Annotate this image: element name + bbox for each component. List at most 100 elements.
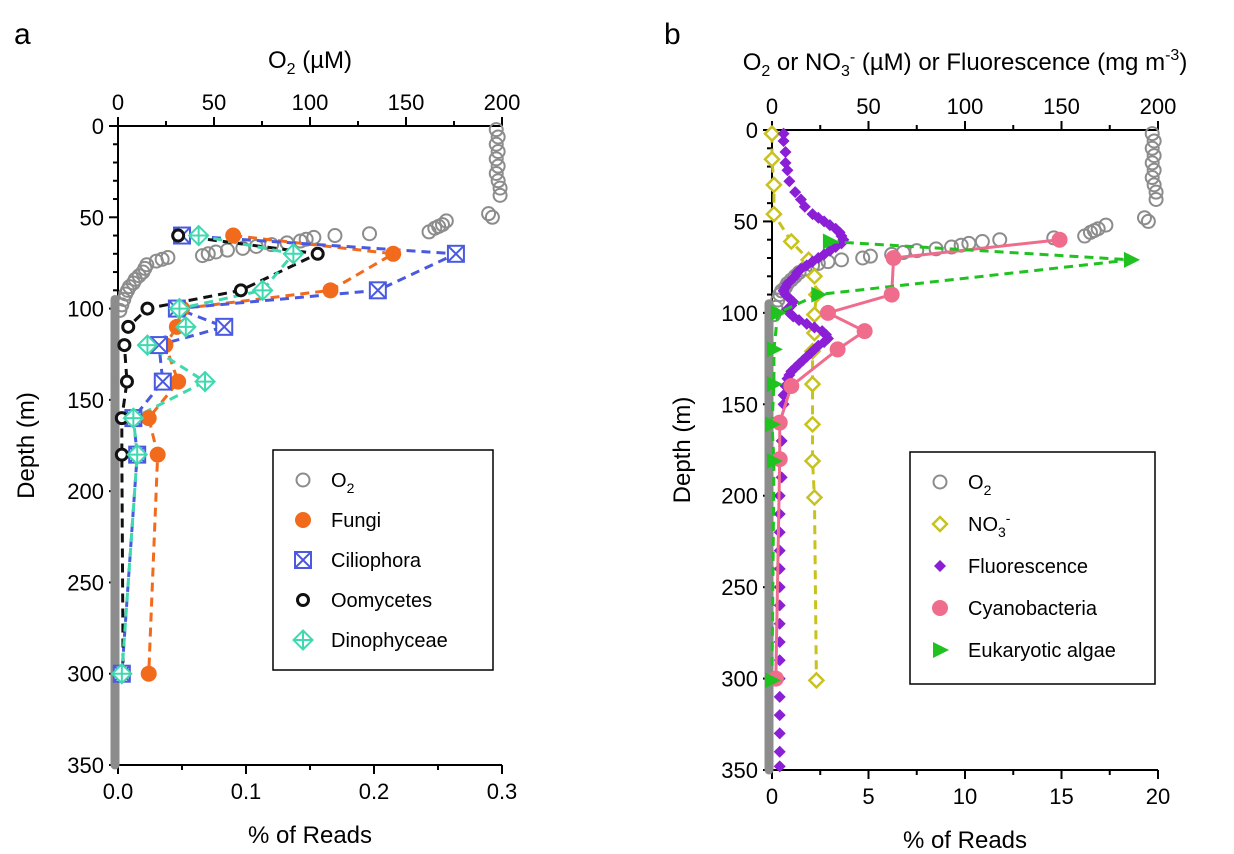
cyano-point [783,378,800,394]
oomy-line [120,234,323,674]
y-tick-label: 100 [721,301,758,326]
legend-item-o2: O2 [295,470,355,496]
no3-point [803,452,822,470]
euk-point [765,416,781,433]
o2-point [488,136,504,152]
o2-point [1144,170,1160,186]
top-tick-label: 0 [766,94,778,119]
o2-point [490,158,506,174]
cyano-point [1051,231,1068,248]
fluorescence-point [775,471,788,484]
o2-point [488,122,504,138]
panel-a: a 0 50 100 150 200 250 300 350 Depth (m) 0 50 100 150… [13,18,520,849]
dino-point [251,279,274,302]
fluorescence-point [773,599,786,612]
no3-line [770,133,818,681]
y-tick-label: 50 [80,205,104,230]
no3-point [763,124,781,143]
no3-point [765,205,783,223]
fluorescence-point [773,544,786,557]
no3-point [765,176,783,194]
legend-label-o2: O2 [331,470,355,496]
o2-point [194,248,210,264]
top-tick-label: 150 [388,90,425,115]
legend-item-no3: NO3- [931,510,1011,540]
cyano-point [829,341,846,358]
o2-point [219,242,235,258]
cyano-point [883,286,900,303]
o2-point [1146,133,1162,149]
fluorescence-point [781,164,794,177]
top-axis-label: O2 or NO3- (µM) or Fluorescence (mg m-3) [743,47,1188,80]
legend-item-dino: Dinophyceae [292,629,448,652]
legend-marker-no3 [931,515,949,533]
legend-label-no3: NO3- [968,510,1011,540]
o2-point [1148,184,1164,200]
o2-point [327,228,343,244]
oomy-point [117,338,132,353]
dino-point [126,443,149,466]
euk-point [766,341,783,358]
cilio-point [149,336,168,355]
bottom-tick-label: 0.2 [359,779,390,804]
cyano-point [885,250,902,266]
legend-marker-o2 [295,472,311,488]
fluorescence-point [777,134,790,147]
no3-point [805,488,824,507]
top-tick-label: 200 [484,90,521,115]
o2-point [112,302,128,318]
fluorescence-point [779,145,792,158]
o2-point [855,250,871,266]
bottom-tick-label: 0.1 [231,779,262,804]
oomy-point [171,228,186,243]
oomy-point [310,246,325,261]
bottom-tick-label: 5 [862,784,874,809]
legend-label-fluor: Fluorescence [968,556,1088,578]
y-tick-label: 200 [67,479,104,504]
top-tick-label: 50 [856,94,880,119]
fluorescence-point [818,248,831,261]
o2-point [148,253,164,269]
top-tick-label: 100 [947,94,984,119]
o2-point [264,237,280,253]
fluorescence-point [773,760,786,773]
cilio-point [153,372,172,391]
legend: O2 Fungi Ciliophora Oomycetes Dinophyceae [272,449,494,671]
fungi-point [149,446,166,463]
panel-letter: b [664,18,681,51]
legend-box [909,451,1156,685]
o2-point [943,239,959,255]
top-tick-label: 50 [202,90,226,115]
legend-item-euk: Eukaryotic algae [933,640,1116,662]
bottom-axis-label: % of Reads [248,822,372,849]
cyano-line [774,238,1060,679]
cyano-point [856,323,873,340]
fluorescence-point [773,727,786,740]
o2-point [492,187,508,203]
legend-label-o2: O2 [968,472,992,498]
dino-point [122,407,145,430]
oomy-point [140,301,155,316]
top-tick-label: 200 [1140,94,1177,119]
o2-point [490,173,506,189]
o2-point [208,244,224,260]
fungi-point [225,227,242,244]
legend-item-oomy: Oomycetes [296,590,432,612]
o2-point [770,292,786,308]
cilio-point [215,317,234,336]
o2-point [490,144,506,160]
o2-point [1148,191,1164,207]
fungi-line [147,234,398,674]
fluorescence-point [773,690,786,703]
legend-marker-dino [292,629,314,651]
legend: O2 NO3- Fluorescence Cyanobacteria Eukaryoti… [909,451,1156,685]
top-tick-label: 0 [112,90,124,115]
cilio-point [446,244,465,263]
bottom-tick-label: 20 [1146,784,1170,809]
no3-point [803,415,822,434]
legend-label-cyano: Cyanobacteria [968,598,1098,620]
o2-point [1144,140,1160,156]
cilio-point [368,281,387,300]
legend-marker-oomy [296,593,310,607]
